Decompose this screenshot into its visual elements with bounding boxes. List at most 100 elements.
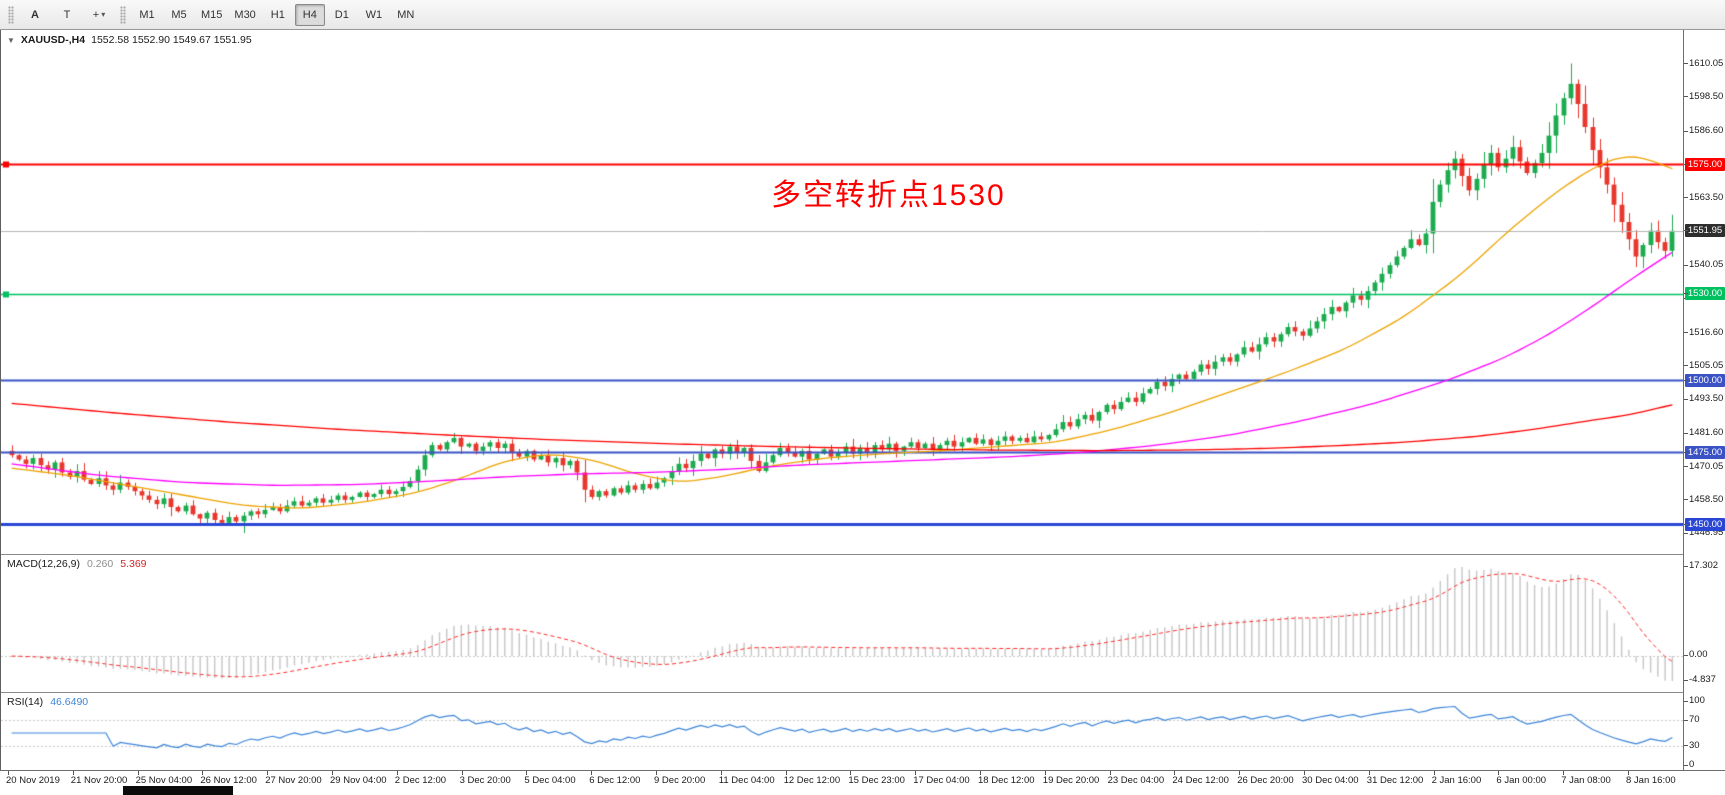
timeframe-button-h1[interactable]: H1 [270,8,285,21]
rsi-panel-canvas[interactable] [1,693,1683,770]
level-price-label: 1575.00 [1685,157,1725,171]
time-tick-label: 25 Nov 04:00 [135,775,193,786]
axis-tick-mark [1684,700,1688,702]
time-tick-label: 6 Dec 12:00 [589,775,641,786]
time-tick-label: 11 Dec 04:00 [718,775,775,786]
toolbar-grip[interactable] [8,5,14,24]
toolbar-grip-2[interactable] [120,5,126,24]
time-tick-mark [1498,771,1500,775]
time-tick-mark [785,771,787,775]
price-axis: 1610.051598.501586.601563.501540.051528.… [1683,30,1725,770]
rsi-panel: RSI(14) 46.6490 [1,693,1683,770]
axis-tick-mark [1684,379,1688,381]
axis-tick-mark [1684,432,1688,434]
timeframe-button-w1[interactable]: W1 [365,8,383,21]
time-tick-label: 8 Jan 16:00 [1626,775,1676,786]
axis-tick-mark [1684,365,1688,367]
time-tick-mark [332,771,333,775]
chart-frame-left [0,30,1,770]
timeframe-button-h4[interactable]: H4 [294,3,325,26]
price-tick: 1586.60 [1689,125,1724,137]
time-tick-mark [267,771,269,775]
time-tick-label: 18 Dec 12:00 [978,775,1035,786]
time-tick-mark [1239,771,1241,775]
macd-axis-tick: 17.302 [1689,560,1719,571]
price-tick: 1481.60 [1689,427,1724,439]
time-tick-mark [1304,771,1305,775]
price-tick: 1540.05 [1689,259,1724,271]
axis-tick-mark [1684,532,1688,534]
chart-annotation[interactable]: 多空转折点1530 [771,179,1006,212]
time-tick-mark [1368,771,1370,775]
time-tick-mark [656,771,657,775]
rsi-axis-tick: 100 [1689,695,1705,706]
price-tick: 1493.50 [1689,393,1724,405]
time-tick-mark [915,771,917,775]
time-tick-mark [202,771,204,775]
time-tick-mark [1563,771,1565,775]
axis-tick-mark [1684,499,1688,501]
level-price-label: 1530.00 [1685,287,1725,301]
price-tick: 1516.60 [1689,326,1724,338]
axis-tick-mark [1684,654,1688,656]
time-axis: 20 Nov 2019 21 Nov 20:00 25 Nov 04:00 26 No… [0,770,1725,795]
timeframe-button-m15[interactable]: M15 [201,8,223,21]
time-tick-label: 2 Dec 12:00 [394,775,447,786]
macd-axis-tick: -4.837 [1689,674,1716,685]
price-panel-canvas[interactable] [1,30,1683,553]
timeframe-button-m1[interactable]: M1 [139,8,155,21]
caret-down-icon: ▾ [101,10,106,19]
time-tick-label: 29 Nov 04:00 [330,775,387,786]
axis-tick-mark [1684,523,1688,525]
time-tick-label: 2 Jan 16:00 [1431,775,1482,786]
timeframe-buttons: M1 M5 M15 M30 H1 H4 D1 W1 MN [132,3,421,26]
level-price-label: 1450.00 [1685,517,1725,531]
timeframe-button-m30[interactable]: M30 [234,8,256,21]
macd-panel: MACD(12,26,9) 0.260 5.369 [1,555,1683,693]
price-tick: 1505.05 [1689,359,1724,371]
text-label-tool-button[interactable]: A [31,8,39,21]
axis-tick-mark [1684,764,1688,766]
price-panel: ▼ XAUUSD-,H4 1552.58 1552.90 1549.67 155… [1,30,1683,555]
axis-tick-mark [1684,745,1688,747]
axis-tick-mark [1684,163,1688,165]
time-tick-mark [396,771,398,775]
macd-axis-tick: 0.00 [1689,649,1708,661]
rsi-value: 46.6490 [50,696,89,708]
time-tick-label: 7 Jan 08:00 [1561,775,1611,786]
time-tick-mark [1174,771,1176,775]
macd-panel-canvas[interactable] [1,555,1683,691]
axis-tick-mark [1684,466,1688,468]
time-tick-mark [1628,771,1629,775]
time-tick-mark [526,771,528,775]
price-tick: 1563.50 [1689,191,1724,203]
time-tick-label: 12 Dec 12:00 [783,775,841,786]
time-tick-label: 26 Nov 12:00 [200,775,257,786]
price-tick: 1446.95 [1689,527,1724,539]
time-tick-label: 20 Nov 2019 [6,775,60,786]
timeframe-button-m5[interactable]: M5 [171,8,187,21]
level-price-label: 1500.00 [1685,373,1725,387]
text-tool-button[interactable]: T [63,8,71,21]
drawing-tools-dropdown-button[interactable]: + ▾ [84,4,114,26]
timeframe-button-mn[interactable]: MN [397,8,415,21]
time-tick-mark [1109,771,1111,775]
axis-tick-mark [1684,130,1688,132]
time-tick-label: 9 Dec 20:00 [654,775,706,786]
axis-tick-mark [1684,332,1688,334]
time-tick-mark [850,771,852,775]
plus-icon: + [92,8,100,21]
macd-name: MACD(12,26,9) [7,558,80,570]
axis-tick-mark [1684,451,1688,453]
axis-tick-mark [1684,197,1688,199]
time-tick-mark [137,771,139,775]
symbol-info: ▼ XAUUSD-,H4 1552.58 1552.90 1549.67 155… [7,34,252,46]
time-tick-mark [72,771,74,775]
axis-tick-mark [1684,398,1688,400]
axis-tick-mark [1684,293,1688,295]
time-tick-label: 27 Nov 20:00 [265,775,322,786]
price-tick: 1458.50 [1689,493,1724,505]
time-tick-label: 23 Dec 04:00 [1107,775,1165,786]
time-tick-mark [8,771,9,775]
timeframe-button-d1[interactable]: D1 [334,8,349,21]
